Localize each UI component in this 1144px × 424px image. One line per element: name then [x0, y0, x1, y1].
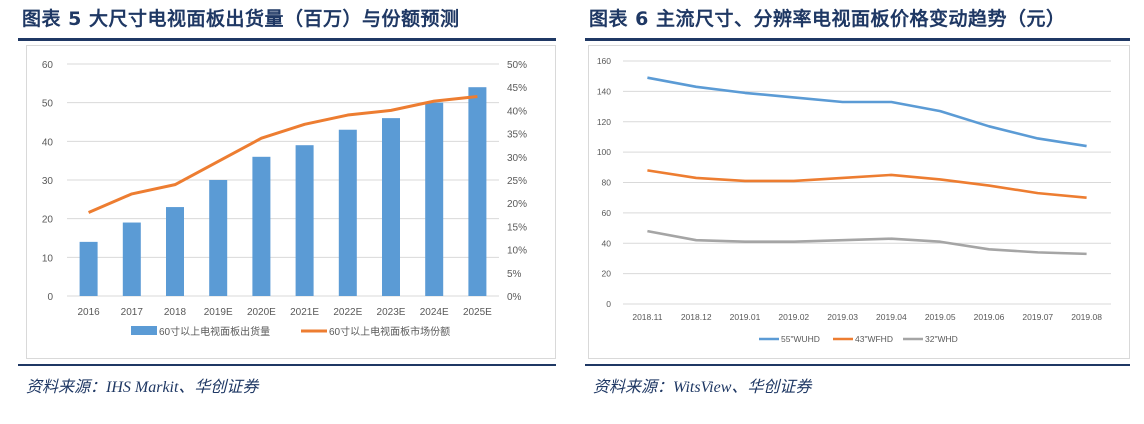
- y2-tick-label: 15%: [507, 222, 527, 233]
- y-tick-label: 160: [597, 56, 611, 66]
- x-tick-label: 2019.02: [778, 312, 809, 322]
- x-tick-label: 2019.04: [876, 312, 907, 322]
- y-tick-label: 20: [602, 269, 612, 279]
- right-source: 资料来源：WitsView、华创证券: [593, 379, 812, 396]
- bar-shipment: [468, 87, 487, 296]
- y-tick-label: 60: [42, 60, 54, 71]
- series-line-1: [647, 169, 1087, 199]
- bar-shipment: [79, 241, 98, 296]
- bar-shipment: [122, 222, 141, 296]
- x-tick-label: 2019.05: [925, 312, 956, 322]
- series-line-2: [647, 229, 1087, 256]
- y2-tick-label: 40%: [507, 106, 527, 117]
- x-tick-label: 2019.08: [1071, 312, 1102, 322]
- y-tick-label: 140: [597, 86, 611, 96]
- y-tick-label: 40: [42, 137, 54, 148]
- y-tick-label: 120: [597, 117, 611, 127]
- right-title-rule: [585, 38, 1130, 41]
- x-tick-label: 2024E: [420, 307, 449, 318]
- left-chart-svg: 0 10 20 30 40 50 60 0% 5% 10% 15% 20% 25% 30% 35% 40% 45…: [42, 60, 527, 338]
- x-tick-label: 2018: [164, 307, 187, 318]
- legend-label-0: 55"WUHD: [781, 334, 820, 344]
- x-tick-label: 2017: [121, 307, 144, 318]
- left-source: 资料来源：IHS Markit、华创证券: [26, 379, 259, 396]
- legend-label-share: 60寸以上电视面板市场份额: [329, 325, 450, 338]
- y2-tick-label: 5%: [507, 269, 522, 280]
- y-tick-label: 50: [42, 99, 54, 110]
- x-tick-label: 2019.01: [730, 312, 761, 322]
- y-tick-label: 60: [602, 208, 612, 218]
- y-tick-label: 40: [602, 238, 612, 248]
- series-line-share: [88, 94, 478, 214]
- y-tick-label: 80: [602, 178, 612, 188]
- left-bottom-rule: [18, 364, 556, 366]
- bar-shipment: [382, 118, 400, 296]
- y2-tick-label: 10%: [507, 246, 527, 257]
- right-chart-title: 图表 6 主流尺寸、分辨率电视面板价格变动趋势（元）: [589, 8, 1066, 30]
- legend-label-2: 32"WHD: [925, 334, 958, 344]
- y-tick-label: 0: [606, 299, 611, 309]
- x-tick-label: 2019.07: [1022, 312, 1053, 322]
- y2-tick-label: 20%: [507, 199, 527, 210]
- right-chart-frame: 0 20 40 60 80 100 120 140 160 2018.11 2018.12 2019.…: [588, 45, 1130, 359]
- left-title-rule: [18, 38, 556, 41]
- x-tick-label: 2025E: [463, 307, 492, 318]
- y2-tick-label: 30%: [507, 153, 527, 164]
- x-tick-label: 2019E: [204, 307, 233, 318]
- x-tick-label: 2023E: [377, 307, 406, 318]
- left-chart-frame: 0 10 20 30 40 50 60 0% 5% 10% 15% 20% 25% 30% 35% 40% 45…: [26, 45, 556, 359]
- series-line-0: [647, 76, 1087, 148]
- x-tick-label: 2021E: [290, 307, 319, 318]
- bar-shipment: [166, 207, 184, 296]
- y-tick-label: 30: [42, 176, 54, 187]
- y-tick-label: 20: [42, 215, 54, 226]
- y2-tick-label: 35%: [507, 130, 527, 141]
- bar-shipment: [252, 156, 271, 296]
- bar-shipment: [338, 129, 357, 296]
- x-tick-label: 2018.11: [632, 312, 662, 322]
- y2-tick-label: 25%: [507, 176, 527, 187]
- y2-tick-label: 50%: [507, 60, 527, 71]
- y2-tick-label: 45%: [507, 83, 527, 94]
- y-tick-label: 100: [597, 147, 611, 157]
- right-chart-svg: 0 20 40 60 80 100 120 140 160 2018.11 2018.12 2019.…: [597, 56, 1111, 344]
- bar-shipment: [209, 180, 228, 296]
- x-tick-label: 2016: [77, 307, 100, 318]
- bar-shipment: [295, 145, 314, 296]
- left-chart-title: 图表 5 大尺寸电视面板出货量（百万）与份额预测: [22, 8, 460, 30]
- x-tick-label: 2019.06: [974, 312, 1005, 322]
- bar-shipment: [425, 102, 444, 296]
- y-tick-label: 10: [42, 253, 54, 264]
- legend-label-shipment: 60寸以上电视面板出货量: [159, 325, 270, 338]
- right-bottom-rule: [585, 364, 1130, 366]
- x-tick-label: 2022E: [333, 307, 362, 318]
- x-tick-label: 2018.12: [681, 312, 712, 322]
- y-tick-label: 0: [47, 292, 53, 303]
- legend-swatch-shipment: [131, 326, 157, 335]
- x-tick-label: 2019.03: [827, 312, 858, 322]
- y2-tick-label: 0%: [507, 292, 522, 303]
- legend-label-1: 43"WFHD: [855, 334, 893, 344]
- x-tick-label: 2020E: [247, 307, 276, 318]
